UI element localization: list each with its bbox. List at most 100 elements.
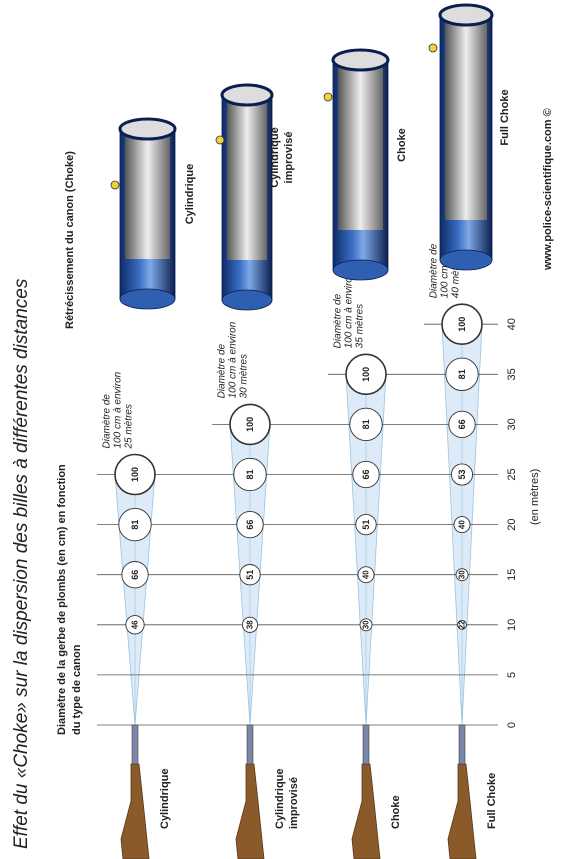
barrel-end	[332, 259, 389, 281]
annotation: Diamètre de	[429, 243, 440, 298]
shot-circle	[450, 463, 474, 486]
diameter-label: 30	[458, 570, 467, 579]
annotation: Diamètre de	[102, 394, 113, 449]
diameter-label: 81	[245, 469, 255, 479]
shot-circle	[125, 615, 145, 635]
shot-circle	[345, 353, 387, 396]
annotation: Diamètre de	[333, 293, 344, 348]
barrel-label: Choke	[396, 128, 408, 162]
diameter-label: 53	[457, 469, 467, 479]
diameter-label: 38	[246, 620, 255, 629]
annotation: 25 mètres	[124, 404, 135, 449]
choke-heading: Rétrécissement du canon (Choke)	[64, 151, 76, 329]
shot-circle	[359, 618, 373, 632]
diameter-label: 66	[245, 520, 255, 530]
barrel-label: improvisé	[283, 132, 295, 184]
gun-stock	[235, 763, 265, 859]
diameter-label: 46	[131, 620, 140, 629]
row-label: Full Choke	[486, 773, 498, 829]
barrel-label: Cylindrique	[184, 164, 196, 225]
gun-barrel	[458, 724, 466, 765]
sight-bead	[215, 135, 225, 145]
sight-bead	[110, 180, 120, 190]
diameter-label: 66	[457, 419, 467, 429]
shot-circle	[455, 568, 469, 582]
diameter-label: 22	[458, 620, 467, 629]
diameter-label: 40	[362, 570, 371, 579]
annotation: 30 mètres	[239, 354, 250, 398]
diameter-label: 100	[361, 367, 371, 382]
barrel-label: Cylindrique	[269, 127, 281, 188]
shot-circle	[233, 457, 267, 492]
barrel-inside	[125, 129, 170, 259]
row-label: improvisé	[288, 777, 300, 829]
distance-label: 40	[506, 318, 518, 330]
diameter-label: 30	[362, 620, 371, 629]
diameter-label: 81	[457, 369, 467, 379]
unit-label: (en mètres)	[529, 469, 541, 525]
distance-label: 35	[506, 368, 518, 380]
barrel-inside	[445, 15, 487, 220]
diameter-label: 81	[361, 419, 371, 429]
diameter-label: 66	[130, 570, 140, 580]
gun-barrel	[362, 724, 370, 765]
row-label: Choke	[390, 795, 402, 829]
shot-circle	[357, 566, 375, 584]
shot-circle	[355, 513, 377, 536]
shot-circle	[448, 410, 476, 439]
barrel-end	[221, 289, 273, 311]
diameter-label: 100	[130, 467, 140, 482]
annotation: 100 cm à environ	[113, 371, 124, 448]
distance-label: 0	[506, 722, 518, 728]
diameter-label: 100	[245, 417, 255, 432]
gun-stock	[351, 763, 381, 859]
annotation: 100 cm à environ	[344, 271, 355, 348]
diameter-label: 40	[458, 520, 467, 529]
shot-circle	[349, 407, 383, 442]
diameter-label: 66	[361, 469, 371, 479]
row-label: Cylindrique	[274, 768, 286, 829]
shot-circle	[118, 507, 152, 542]
shot-circle	[239, 564, 261, 586]
gun-barrel	[131, 724, 139, 765]
gun-barrel	[246, 724, 254, 765]
barrel-mouth	[220, 83, 274, 107]
annotation: 40 mètres	[451, 254, 462, 298]
gun-stock	[447, 763, 477, 859]
diameter-label: 51	[245, 570, 255, 580]
annotation: 100 cm à environ	[228, 321, 239, 398]
shot-circle	[457, 619, 467, 630]
diameter-label: 81	[130, 520, 140, 530]
shot-circle	[352, 460, 380, 489]
shot-circle	[445, 357, 479, 391]
annotation: Diamètre de	[217, 343, 228, 398]
barrel-label: Full Choke	[499, 89, 511, 145]
row-label: Cylindrique	[159, 768, 171, 829]
annotation: 35 mètres	[355, 304, 366, 348]
distance-label: 25	[506, 468, 518, 480]
sight-bead	[428, 43, 438, 53]
distance-label: 15	[506, 569, 518, 581]
credit: www.police-scientifique.com ©	[542, 108, 554, 271]
barrel-inside	[338, 60, 383, 230]
distance-label: 10	[506, 619, 518, 631]
barrel-end	[439, 249, 493, 271]
title: Effet du «Choke» sur la dispersion des b…	[11, 278, 32, 849]
diameter-label: 51	[361, 520, 371, 530]
distance-label: 30	[506, 418, 518, 430]
shot-circle	[453, 516, 471, 534]
subtitle: Diamètre de la gerbe de plombs (en cm) e…	[56, 464, 68, 735]
shot-circle	[114, 453, 156, 496]
shot-circle	[441, 303, 483, 346]
gun-stock	[120, 763, 150, 859]
diameter-label: 100	[457, 317, 467, 332]
shot-circle	[229, 403, 271, 446]
barrel-mouth	[438, 3, 494, 27]
subtitle: du type de canon	[71, 644, 83, 735]
distance-label: 20	[506, 518, 518, 530]
barrel-end	[119, 288, 176, 310]
barrel-inside	[227, 95, 267, 260]
rotated-layer: Effet du «Choke» sur la dispersion des b…	[11, 3, 554, 859]
shot-circle	[241, 616, 259, 633]
barrel-mouth	[118, 117, 177, 141]
